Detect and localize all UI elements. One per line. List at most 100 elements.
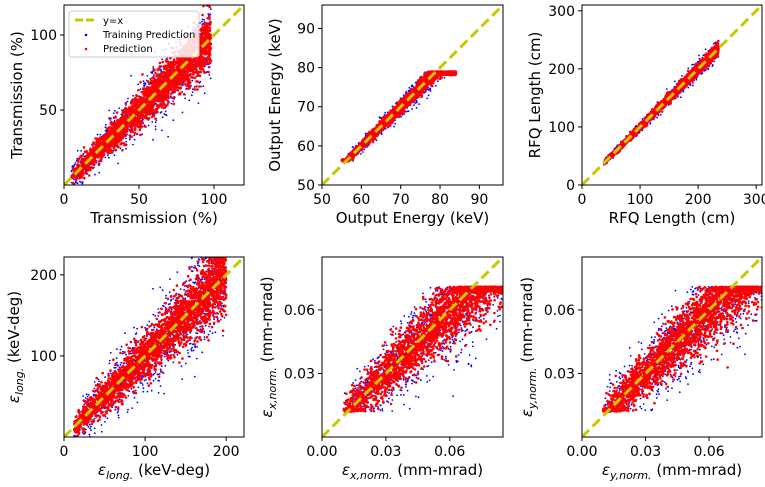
data-point <box>80 150 82 152</box>
data-point <box>206 26 210 30</box>
data-point <box>98 140 102 143</box>
data-point <box>132 108 135 111</box>
data-point <box>114 143 117 147</box>
data-point <box>166 99 170 102</box>
data-point <box>125 147 127 150</box>
data-point <box>162 106 166 109</box>
data-point <box>98 153 101 157</box>
data-point <box>173 63 177 66</box>
data-point <box>203 19 206 21</box>
data-point <box>176 57 179 60</box>
data-point <box>405 90 408 93</box>
data-point <box>401 113 404 116</box>
data-point <box>429 88 432 90</box>
data-point <box>144 112 148 115</box>
data-point <box>172 102 176 106</box>
data-point <box>137 98 140 102</box>
data-point <box>179 76 182 79</box>
data-point <box>155 119 158 122</box>
data-point <box>167 96 170 99</box>
data-point <box>180 78 183 82</box>
data-point <box>181 111 184 114</box>
data-point <box>87 174 91 177</box>
data-point <box>150 71 153 74</box>
data-point <box>179 69 182 72</box>
data-point <box>142 88 145 91</box>
data-point <box>167 89 170 93</box>
data-point <box>133 138 136 141</box>
data-point <box>151 80 155 83</box>
data-point <box>138 128 141 132</box>
data-point <box>198 85 201 88</box>
data-point <box>155 74 158 78</box>
data-point <box>91 166 94 170</box>
data-point <box>117 145 120 149</box>
data-point <box>199 48 203 51</box>
data-point <box>201 61 204 64</box>
data-point <box>140 96 143 99</box>
data-point <box>162 65 165 68</box>
data-point <box>202 59 206 63</box>
data-point <box>184 82 187 86</box>
data-point <box>176 88 179 92</box>
data-point <box>182 69 185 73</box>
data-point <box>129 121 133 125</box>
data-point <box>116 136 119 139</box>
data-point <box>158 61 162 65</box>
data-point <box>121 122 124 125</box>
data-point <box>81 181 84 183</box>
data-point <box>362 151 364 153</box>
data-point <box>91 149 94 152</box>
data-point <box>145 116 149 119</box>
data-point <box>443 77 446 79</box>
data-point <box>413 104 415 107</box>
data-point <box>104 126 107 128</box>
data-point <box>204 52 208 56</box>
data-point <box>205 71 208 74</box>
data-point <box>82 172 85 175</box>
data-point <box>157 81 160 85</box>
data-point <box>427 88 429 91</box>
data-point <box>426 97 428 100</box>
data-point <box>161 77 165 80</box>
data-point <box>78 176 82 179</box>
data-point <box>209 20 212 24</box>
data-point <box>198 74 202 78</box>
data-point <box>418 103 420 106</box>
data-point <box>117 162 119 165</box>
data-point <box>124 111 127 114</box>
data-point <box>200 26 204 30</box>
data-point <box>200 32 204 35</box>
data-point <box>112 124 116 127</box>
data-point <box>403 113 406 115</box>
data-point <box>132 94 135 97</box>
data-point <box>81 164 84 168</box>
data-point <box>379 117 382 119</box>
data-point <box>148 87 152 90</box>
data-point <box>189 72 192 76</box>
data-point <box>72 165 74 167</box>
data-point <box>142 115 146 118</box>
data-point <box>148 82 151 86</box>
data-point <box>98 159 102 162</box>
data-point <box>161 75 165 78</box>
data-point <box>202 5 205 8</box>
data-point <box>106 154 109 157</box>
data-point <box>128 138 131 141</box>
data-point <box>193 86 196 88</box>
data-point <box>76 149 79 152</box>
data-point <box>384 111 387 114</box>
data-point <box>380 133 383 136</box>
data-point <box>142 90 145 94</box>
data-point <box>87 165 91 169</box>
legend-swatch-training <box>84 33 88 37</box>
data-point <box>119 142 122 146</box>
data-point <box>167 82 170 85</box>
data-point <box>116 141 119 145</box>
data-point <box>105 131 108 134</box>
data-point <box>410 85 413 88</box>
data-point <box>207 5 211 8</box>
